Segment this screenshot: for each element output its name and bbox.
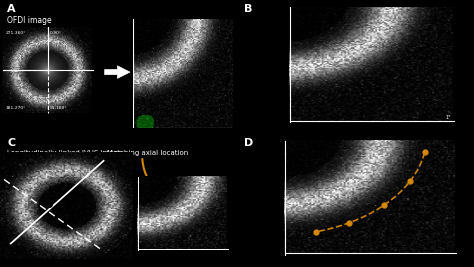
Text: B: B: [244, 4, 253, 14]
Text: D: D: [244, 138, 254, 147]
Text: Longitudinally-linked IVUS image: Longitudinally-linked IVUS image: [7, 150, 122, 155]
Text: A: A: [7, 4, 16, 14]
Text: Matching axial location: Matching axial location: [107, 150, 188, 155]
Text: C: C: [7, 138, 15, 147]
Text: OFDI image: OFDI image: [7, 16, 52, 25]
